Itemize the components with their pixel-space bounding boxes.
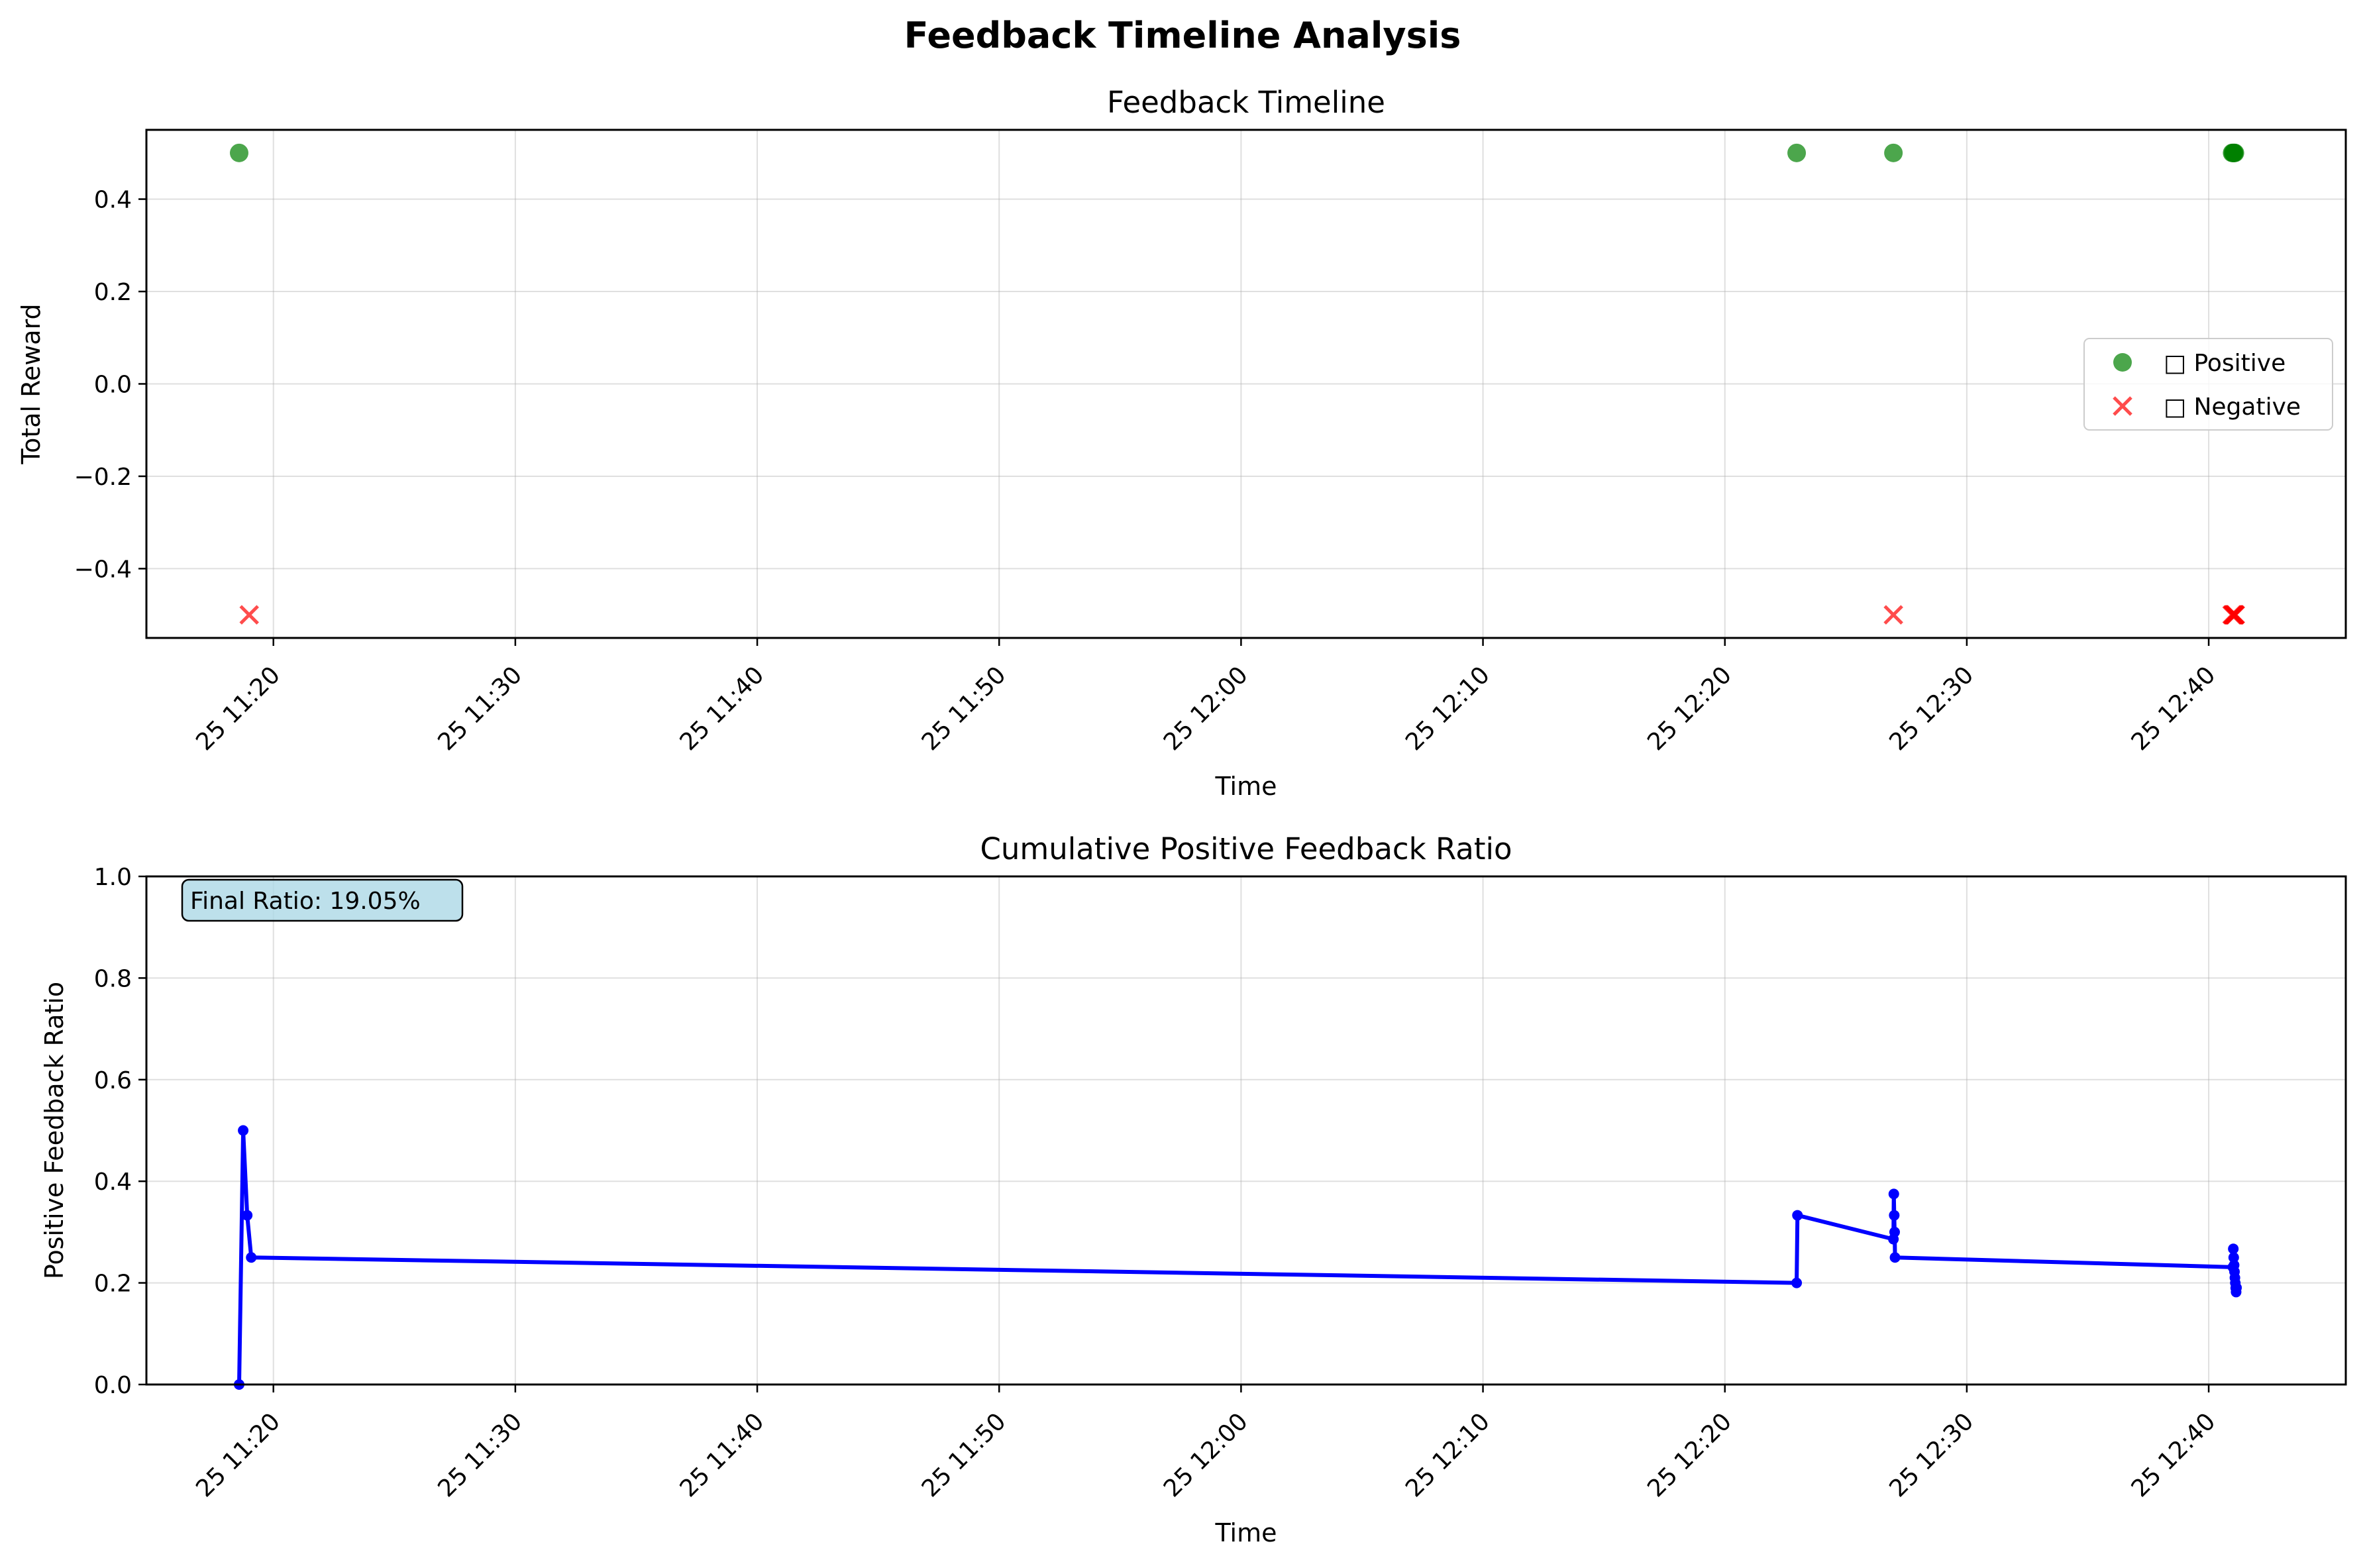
x-tick-label: 25 11:40: [675, 661, 770, 756]
x-tick-label: 25 12:30: [1884, 1408, 1979, 1502]
y-tick-label: 0.2: [94, 1271, 132, 1298]
ratio-point: [1889, 1210, 1900, 1221]
y-tick-label: 0.6: [94, 1067, 132, 1094]
feedback-timeline-panel: 25 11:20 25 11:30 25 11:40 25 11:50 25 12:00…: [17, 85, 2347, 801]
x-axis-label: Time: [1215, 772, 1277, 801]
x-tick-label: 25 11:30: [433, 661, 527, 756]
legend-negative-marker: [2113, 396, 2132, 416]
legend-box: [2083, 338, 2333, 431]
ratio-point: [2228, 1243, 2239, 1255]
plot-frame: [145, 875, 2347, 1386]
cumulative-ratio-panel: 25 11:20 25 11:30 25 11:40 25 11:50 25 12:00…: [40, 831, 2347, 1547]
positive-point: [2225, 143, 2244, 162]
ratio-point: [1889, 1226, 1900, 1237]
x-tick-label: 25 11:50: [917, 661, 1012, 756]
x-tick-label: 25 12:20: [1642, 661, 1737, 756]
y-tick-label: 0.4: [94, 1169, 132, 1196]
y-axis-label: Positive Feedback Ratio: [40, 982, 69, 1279]
positive-point: [1787, 143, 1807, 162]
x-tick-label: 25 12:30: [1884, 661, 1979, 756]
x-tick-label: 25 11:30: [433, 1408, 527, 1502]
figure-title: Feedback Timeline Analysis: [904, 15, 1461, 56]
y-axis-label: Total Reward: [17, 303, 46, 464]
x-tick-label: 25 12:00: [1159, 661, 1253, 756]
positive-point: [1884, 143, 1903, 162]
ratio-point: [2231, 1282, 2242, 1293]
x-tick-label: 25 12:20: [1642, 1408, 1737, 1502]
x-tick-label: 25 12:40: [2127, 1408, 2221, 1502]
x-axis-label: Time: [1215, 1518, 1277, 1547]
panel-title: Feedback Timeline: [1107, 85, 1385, 120]
y-tick-label: −0.4: [74, 556, 132, 583]
x-tick-label: 25 12:40: [2127, 661, 2221, 756]
ratio-point: [1791, 1277, 1803, 1288]
x-tick-label: 25 12:10: [1400, 661, 1495, 756]
y-tick-label: 0.0: [94, 1372, 132, 1399]
negative-point: [239, 605, 259, 625]
legend: □ Positive □ Negative: [2083, 338, 2333, 431]
x-tick-label: 25 11:20: [191, 1408, 286, 1502]
ratio-point: [238, 1125, 249, 1136]
ratio-point: [1792, 1210, 1803, 1221]
panel-title: Cumulative Positive Feedback Ratio: [980, 831, 1512, 866]
y-tick-label: 1.0: [94, 864, 132, 891]
positive-point: [229, 143, 248, 162]
ratio-point: [1888, 1188, 1899, 1200]
annotation-text: Final Ratio: 19.05%: [190, 888, 421, 915]
ratio-line: [236, 1128, 2239, 1385]
y-tick-label: 0.8: [94, 965, 132, 992]
x-tick-label: 25 11:40: [675, 1408, 770, 1502]
annotation-box: [181, 878, 464, 922]
legend-positive-marker: [2113, 353, 2132, 372]
ratio-point: [242, 1210, 253, 1221]
negative-point: [1883, 605, 1903, 625]
x-tick-label: 25 12:00: [1159, 1408, 1253, 1502]
final-ratio-annotation: Final Ratio: 19.05%: [181, 878, 464, 922]
negative-point: [2225, 605, 2246, 625]
y-tick-label: 0.0: [94, 372, 132, 399]
y-tick-label: 0.2: [94, 279, 132, 306]
legend-label: □ Positive: [2164, 350, 2286, 377]
ratio-point: [1889, 1252, 1901, 1263]
y-tick-label: 0.4: [94, 187, 132, 214]
y-tick-label: −0.2: [74, 464, 132, 491]
legend-label: □ Negative: [2164, 393, 2301, 421]
x-tick-label: 25 12:10: [1400, 1408, 1495, 1502]
x-tick-label: 25 11:20: [191, 661, 286, 756]
x-tick-label: 25 11:50: [917, 1408, 1012, 1502]
ratio-point: [2228, 1252, 2239, 1263]
ratio-point: [246, 1252, 257, 1263]
